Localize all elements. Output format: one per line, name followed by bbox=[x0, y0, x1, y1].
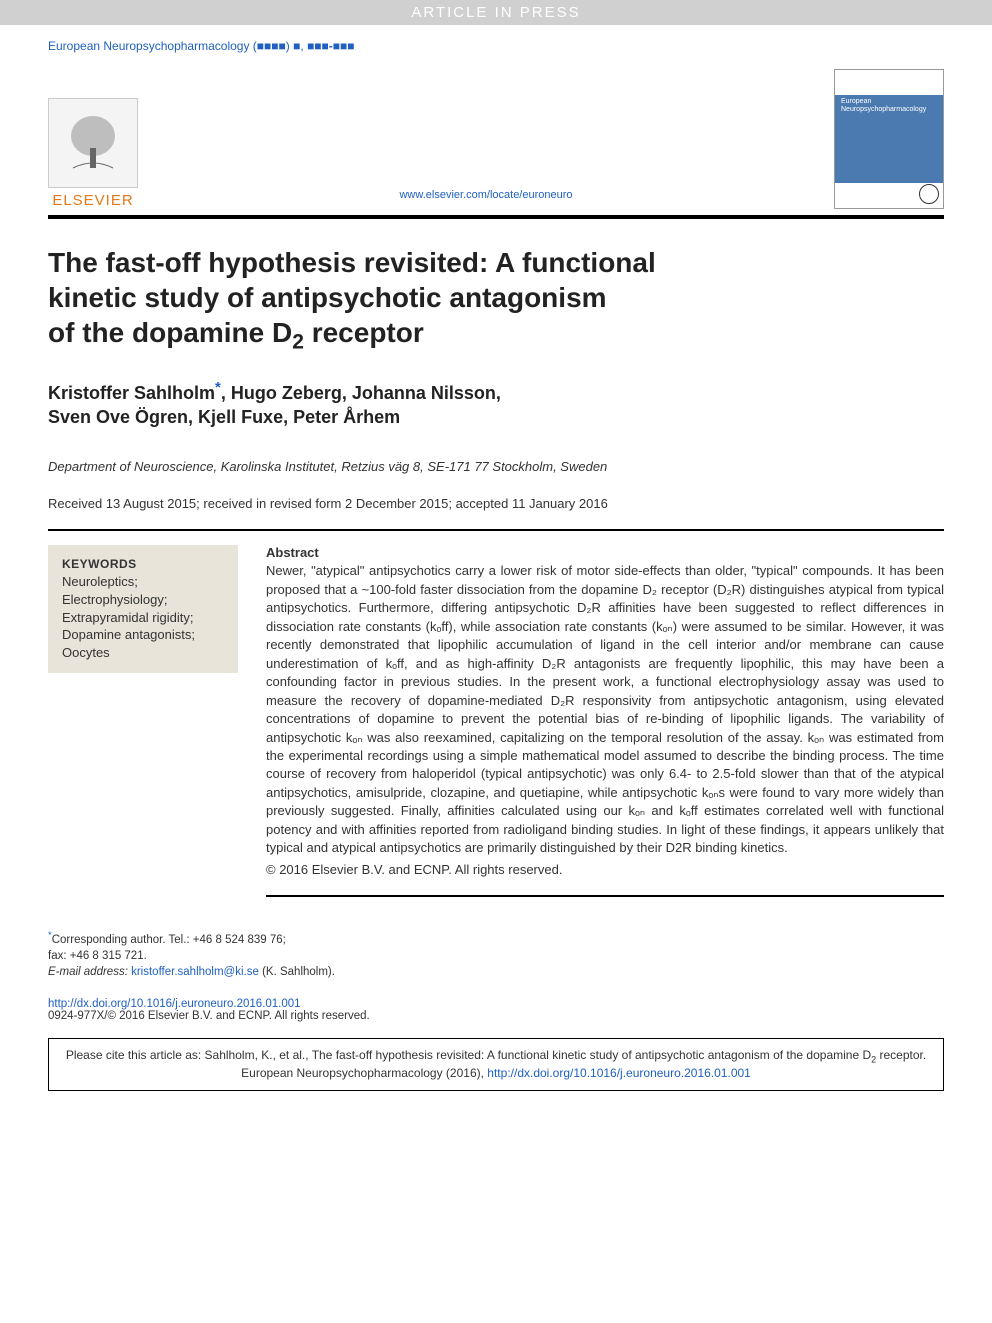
abstract-heading: Abstract bbox=[266, 545, 944, 562]
corr-email-link[interactable]: kristoffer.sahlholm@ki.se bbox=[131, 966, 259, 978]
article-in-press-banner: ARTICLE IN PRESS bbox=[0, 0, 992, 25]
elsevier-tree-icon bbox=[48, 98, 138, 188]
cite-doi-link[interactable]: http://dx.doi.org/10.1016/j.euroneuro.20… bbox=[487, 1066, 751, 1080]
doi-link[interactable]: http://dx.doi.org/10.1016/j.euroneuro.20… bbox=[48, 998, 301, 1010]
authors-rest-line1: , Hugo Zeberg, Johanna Nilsson, bbox=[221, 383, 501, 403]
page-content: European Neuropsychopharmacology (■■■■) … bbox=[0, 25, 992, 1111]
journal-ref-prefix: European Neuropsychopharmacology ( bbox=[48, 39, 257, 53]
journal-homepage-link[interactable]: www.elsevier.com/locate/euroneuro bbox=[399, 189, 572, 209]
title-line2: kinetic study of antipsychotic antagonis… bbox=[48, 282, 607, 313]
journal-reference: European Neuropsychopharmacology (■■■■) … bbox=[48, 33, 944, 59]
title-line1: The fast-off hypothesis revisited: A fun… bbox=[48, 247, 656, 278]
divider-top bbox=[48, 529, 944, 531]
footnotes: *Corresponding author. Tel.: +46 8 524 8… bbox=[48, 907, 944, 980]
article-dates: Received 13 August 2015; received in rev… bbox=[48, 496, 944, 519]
cover-seal-icon bbox=[919, 184, 939, 204]
corr-email-line: E-mail address: kristoffer.sahlholm@ki.s… bbox=[48, 964, 944, 980]
author-list: Kristoffer Sahlholm*, Hugo Zeberg, Johan… bbox=[48, 378, 944, 460]
citation-box: Please cite this article as: Sahlholm, K… bbox=[48, 1038, 944, 1091]
keywords-heading: KEYWORDS bbox=[62, 557, 224, 573]
abstract-column: Abstract Newer, "atypical" antipsychotic… bbox=[266, 545, 944, 906]
journal-ref-pages: ■■■-■■■ bbox=[307, 39, 354, 53]
corr-tel: Corresponding author. Tel.: +46 8 524 83… bbox=[52, 934, 286, 946]
issn-copyright: 0924-977X/© 2016 Elsevier B.V. and ECNP.… bbox=[48, 1010, 944, 1022]
author-1: Kristoffer Sahlholm bbox=[48, 383, 215, 403]
article-title: The fast-off hypothesis revisited: A fun… bbox=[48, 219, 944, 378]
affiliation: Department of Neuroscience, Karolinska I… bbox=[48, 459, 944, 496]
keyword-item: Dopamine antagonists; bbox=[62, 626, 224, 644]
keyword-item: Extrapyramidal rigidity; bbox=[62, 609, 224, 627]
two-column-layout: KEYWORDS Neuroleptics; Electrophysiology… bbox=[48, 541, 944, 906]
journal-ref-vol: ■■■■ bbox=[257, 39, 286, 53]
email-label: E-mail address: bbox=[48, 966, 131, 978]
title-line3-end: receptor bbox=[304, 317, 424, 348]
title-sub: 2 bbox=[292, 331, 304, 354]
keyword-item: Electrophysiology; bbox=[62, 591, 224, 609]
doi-line: http://dx.doi.org/10.1016/j.euroneuro.20… bbox=[48, 980, 944, 1010]
email-author: (K. Sahlholm). bbox=[259, 966, 335, 978]
corresponding-author-note: *Corresponding author. Tel.: +46 8 524 8… bbox=[48, 929, 944, 948]
title-line3: of the dopamine D bbox=[48, 317, 292, 348]
cite-text-pre: Please cite this article as: Sahlholm, K… bbox=[66, 1048, 871, 1062]
divider-abstract-end bbox=[266, 895, 944, 897]
keywords-box: KEYWORDS Neuroleptics; Electrophysiology… bbox=[48, 545, 238, 673]
corr-fax: fax: +46 8 315 721. bbox=[48, 948, 944, 964]
elsevier-logo[interactable]: ELSEVIER bbox=[48, 98, 138, 209]
copyright-line: © 2016 Elsevier B.V. and ECNP. All right… bbox=[266, 858, 944, 877]
keyword-item: Oocytes bbox=[62, 644, 224, 662]
keyword-item: Neuroleptics; bbox=[62, 573, 224, 591]
cover-title: European Neuropsychopharmacology bbox=[841, 98, 943, 113]
authors-line2: Sven Ove Ögren, Kjell Fuxe, Peter Århem bbox=[48, 407, 400, 427]
journal-cover-thumbnail[interactable]: European Neuropsychopharmacology bbox=[834, 69, 944, 209]
abstract-body: Newer, "atypical" antipsychotics carry a… bbox=[266, 562, 944, 857]
header-row: ELSEVIER www.elsevier.com/locate/euroneu… bbox=[48, 59, 944, 219]
elsevier-wordmark: ELSEVIER bbox=[52, 192, 133, 209]
